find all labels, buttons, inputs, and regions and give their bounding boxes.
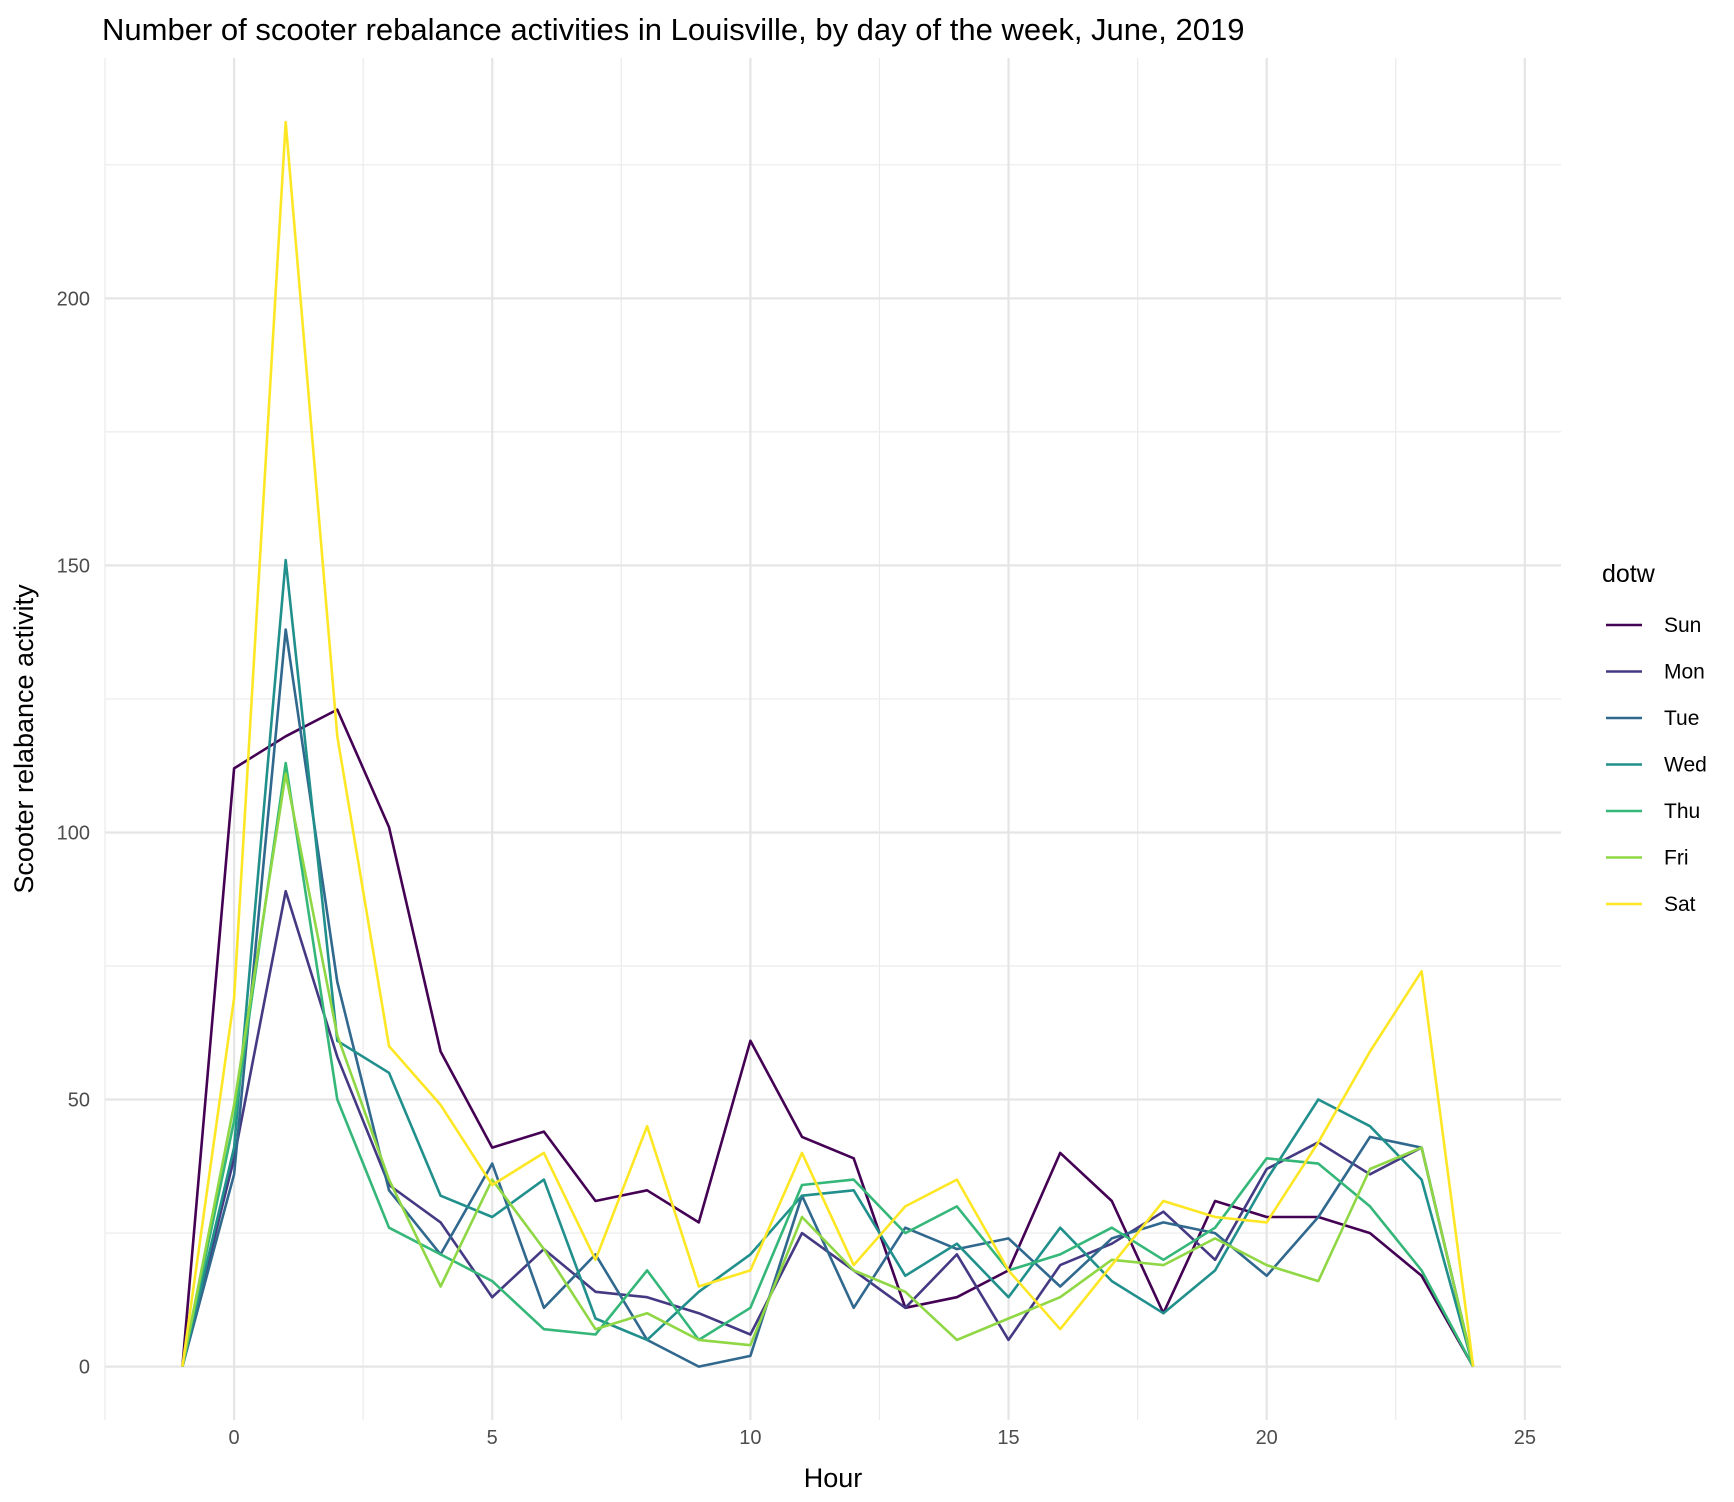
y-tick-label: 50 bbox=[68, 1090, 90, 1112]
legend-label-wed: Wed bbox=[1664, 754, 1707, 777]
series-line-sat bbox=[181, 120, 1475, 1367]
legend-title: dotw bbox=[1602, 560, 1656, 588]
x-tick-label: 5 bbox=[487, 1427, 498, 1449]
series-line-wed bbox=[181, 558, 1475, 1367]
y-axis-title: Scooter relabance activity bbox=[9, 584, 39, 894]
y-tick-label: 100 bbox=[57, 822, 90, 844]
series-line-fri bbox=[181, 772, 1475, 1367]
chart-title: Number of scooter rebalance activities i… bbox=[102, 12, 1244, 47]
series-line-tue bbox=[181, 628, 1475, 1368]
legend-label-mon: Mon bbox=[1664, 661, 1705, 684]
grid bbox=[104, 58, 1561, 1420]
legend-label-sun: Sun bbox=[1664, 614, 1701, 637]
x-tick-label: 10 bbox=[739, 1427, 761, 1449]
x-tick-label: 20 bbox=[1256, 1427, 1278, 1449]
axis-ticks: 0 5 10 15 20 25 0 50 100 150 200 bbox=[57, 288, 1536, 1449]
series-line-thu bbox=[181, 761, 1475, 1368]
y-tick-label: 150 bbox=[57, 555, 90, 577]
y-tick-label: 0 bbox=[79, 1357, 90, 1379]
legend-label-sat: Sat bbox=[1664, 893, 1696, 916]
x-tick-label: 15 bbox=[997, 1427, 1019, 1449]
x-tick-label: 0 bbox=[229, 1427, 240, 1449]
legend-label-tue: Tue bbox=[1664, 707, 1699, 730]
series-line-sun bbox=[181, 708, 1475, 1368]
legend: dotw Sun Mon Tue Wed Thu Fri Sat bbox=[1602, 560, 1707, 916]
legend-label-fri: Fri bbox=[1664, 847, 1689, 870]
x-axis-title: Hour bbox=[804, 1463, 863, 1493]
series-lines bbox=[181, 120, 1475, 1368]
y-tick-label: 200 bbox=[57, 288, 90, 310]
x-tick-label: 25 bbox=[1514, 1427, 1536, 1449]
legend-label-thu: Thu bbox=[1664, 800, 1700, 823]
